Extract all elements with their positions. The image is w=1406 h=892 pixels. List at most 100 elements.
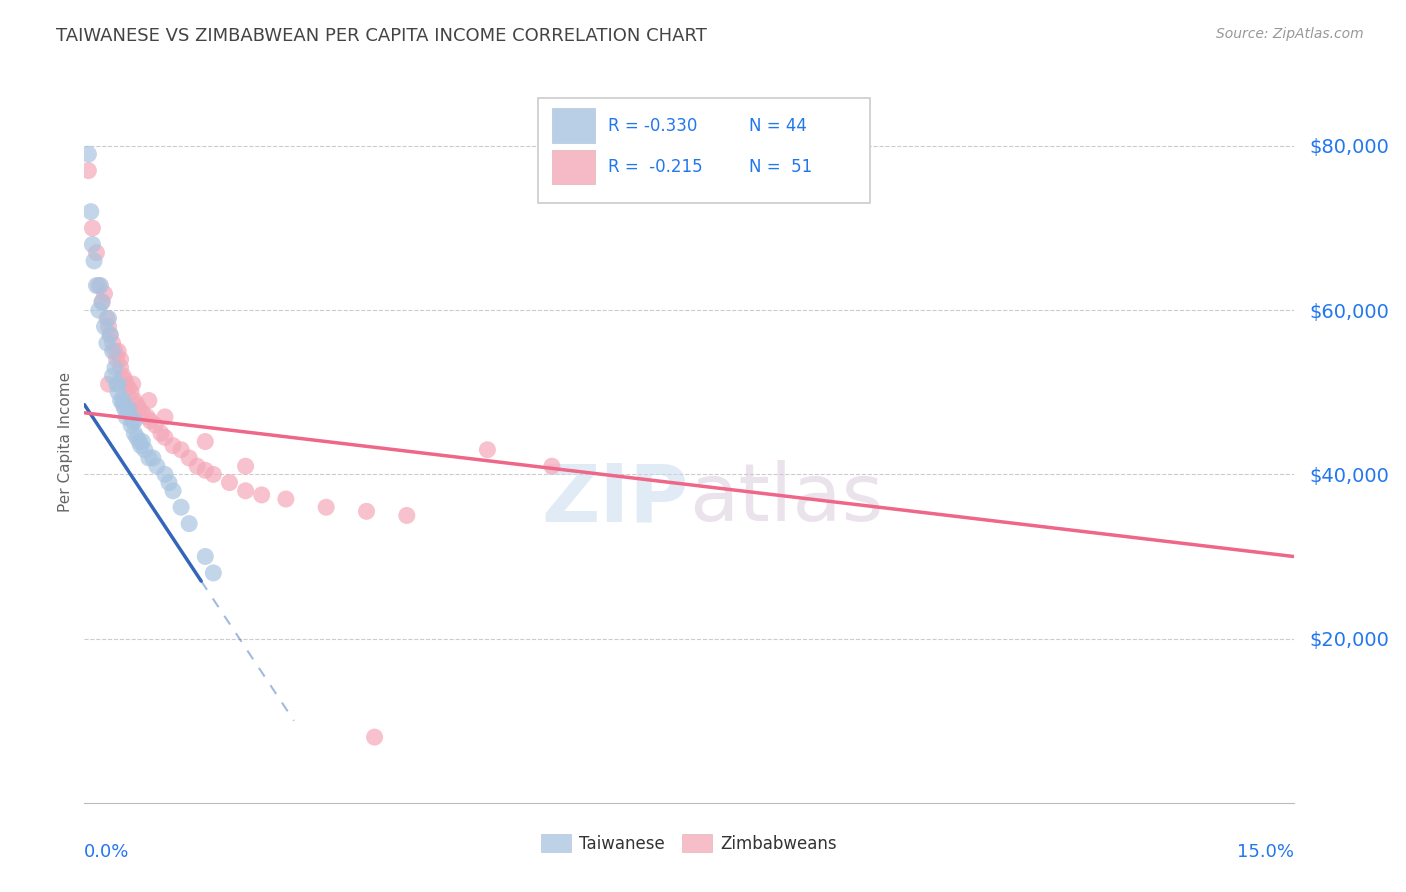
- Point: [112, 393, 135, 408]
- Point: [125, 430, 148, 444]
- Point: [134, 442, 156, 457]
- Point: [194, 463, 217, 477]
- Point: [124, 393, 146, 408]
- Point: [179, 516, 201, 531]
- Point: [202, 467, 225, 482]
- Point: [179, 450, 201, 465]
- Point: [118, 406, 141, 420]
- Point: [77, 147, 100, 161]
- Point: [153, 430, 176, 444]
- Point: [138, 450, 160, 465]
- Point: [87, 303, 110, 318]
- Legend: Taiwanese, Zimbabweans: Taiwanese, Zimbabweans: [534, 828, 844, 860]
- Point: [120, 418, 142, 433]
- Point: [250, 488, 273, 502]
- Point: [107, 385, 129, 400]
- Point: [105, 352, 128, 367]
- Point: [118, 401, 141, 416]
- Text: ZIP: ZIP: [541, 460, 689, 539]
- Point: [162, 439, 184, 453]
- Point: [395, 508, 418, 523]
- Point: [162, 483, 184, 498]
- Point: [112, 368, 135, 383]
- Point: [91, 295, 114, 310]
- Point: [98, 327, 121, 342]
- Point: [86, 278, 108, 293]
- Point: [120, 385, 142, 400]
- Text: R = -0.330: R = -0.330: [607, 117, 697, 135]
- Point: [124, 426, 146, 441]
- Point: [477, 442, 499, 457]
- Point: [107, 377, 129, 392]
- Point: [118, 381, 141, 395]
- Point: [218, 475, 240, 490]
- Point: [97, 377, 120, 392]
- Point: [194, 549, 217, 564]
- Point: [121, 377, 143, 392]
- Point: [128, 434, 150, 449]
- Point: [125, 398, 148, 412]
- Point: [114, 401, 136, 416]
- Point: [136, 409, 159, 424]
- Point: [274, 491, 297, 506]
- Y-axis label: Per Capita Income: Per Capita Income: [58, 371, 73, 512]
- Text: atlas: atlas: [689, 460, 883, 539]
- Point: [131, 434, 153, 449]
- Point: [110, 393, 132, 408]
- Point: [114, 373, 136, 387]
- Point: [129, 439, 152, 453]
- Point: [170, 442, 193, 457]
- Point: [89, 278, 111, 293]
- Point: [82, 237, 104, 252]
- Point: [235, 459, 257, 474]
- Point: [356, 504, 378, 518]
- Point: [146, 459, 169, 474]
- Point: [101, 336, 124, 351]
- Point: [149, 426, 172, 441]
- Point: [98, 327, 121, 342]
- Point: [93, 319, 115, 334]
- Point: [87, 278, 110, 293]
- Point: [153, 467, 176, 482]
- Point: [128, 401, 150, 416]
- Point: [121, 414, 143, 428]
- Point: [157, 475, 180, 490]
- Point: [115, 409, 138, 424]
- Text: TAIWANESE VS ZIMBABWEAN PER CAPITA INCOME CORRELATION CHART: TAIWANESE VS ZIMBABWEAN PER CAPITA INCOM…: [56, 27, 707, 45]
- Point: [194, 434, 217, 449]
- Point: [110, 352, 132, 367]
- Point: [170, 500, 193, 515]
- Point: [110, 360, 132, 375]
- Point: [83, 253, 105, 268]
- Point: [153, 409, 176, 424]
- Point: [91, 295, 114, 310]
- Text: Source: ZipAtlas.com: Source: ZipAtlas.com: [1216, 27, 1364, 41]
- Point: [202, 566, 225, 580]
- Text: N =  51: N = 51: [749, 158, 813, 176]
- Point: [105, 377, 128, 392]
- Text: 15.0%: 15.0%: [1236, 843, 1294, 861]
- Point: [93, 286, 115, 301]
- Text: R =  -0.215: R = -0.215: [607, 158, 703, 176]
- Point: [315, 500, 337, 515]
- Point: [101, 368, 124, 383]
- Point: [363, 730, 385, 744]
- Point: [97, 319, 120, 334]
- Point: [138, 393, 160, 408]
- FancyBboxPatch shape: [553, 109, 595, 143]
- Point: [96, 336, 118, 351]
- Point: [104, 360, 127, 375]
- Point: [97, 311, 120, 326]
- Text: 0.0%: 0.0%: [84, 843, 129, 861]
- Point: [96, 311, 118, 326]
- Point: [104, 344, 127, 359]
- Point: [86, 245, 108, 260]
- Point: [186, 459, 208, 474]
- Point: [143, 418, 166, 433]
- Point: [235, 483, 257, 498]
- FancyBboxPatch shape: [553, 150, 595, 185]
- Point: [131, 406, 153, 420]
- Point: [101, 344, 124, 359]
- Point: [107, 344, 129, 359]
- Point: [82, 221, 104, 235]
